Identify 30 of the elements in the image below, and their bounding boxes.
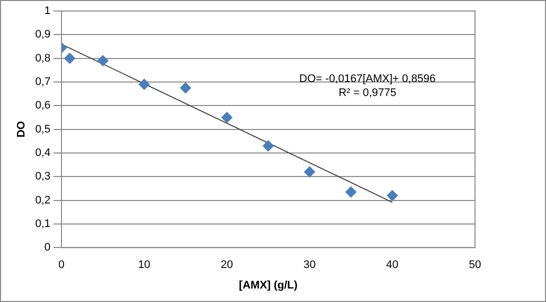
- point: [304, 166, 316, 178]
- x-tick-label: 50: [468, 259, 482, 272]
- y-tick-label: 0,1: [35, 218, 50, 230]
- y-tick-label: 1: [44, 5, 50, 18]
- point: [345, 186, 356, 198]
- y-tick-label: 0,6: [35, 100, 50, 112]
- annotation: DO= -0,0167[AMX]+ 0,8596: [299, 72, 436, 85]
- y-tick-label: 0,4: [35, 146, 50, 159]
- y-tick-label: 0,7: [35, 76, 50, 88]
- y-tick-label: 0,8: [35, 52, 50, 64]
- x-tick-label: 30: [303, 259, 316, 272]
- y-axis-title: DO: [16, 120, 28, 138]
- y-tick-label: 0,5: [35, 123, 50, 136]
- x-tick-label: 10: [138, 259, 150, 272]
- y-tick-label: 0,9: [35, 28, 50, 41]
- point: [221, 112, 232, 123]
- y-tick-label: 0: [44, 242, 50, 254]
- point: [386, 190, 398, 202]
- point: [262, 140, 274, 152]
- point: [180, 82, 192, 94]
- x-axis-title: [AMX] (g/L): [238, 279, 298, 292]
- point: [64, 52, 76, 64]
- y-tick-label: 0,3: [35, 170, 50, 183]
- x-tick-label: 0: [58, 259, 65, 272]
- point: [138, 78, 150, 90]
- y-tick-label: 0,2: [35, 194, 50, 206]
- x-tick-label: 40: [386, 259, 398, 272]
- x-tick-label: 20: [220, 259, 234, 272]
- point: [97, 55, 108, 66]
- annotation: R² = 0,9775: [338, 86, 396, 99]
